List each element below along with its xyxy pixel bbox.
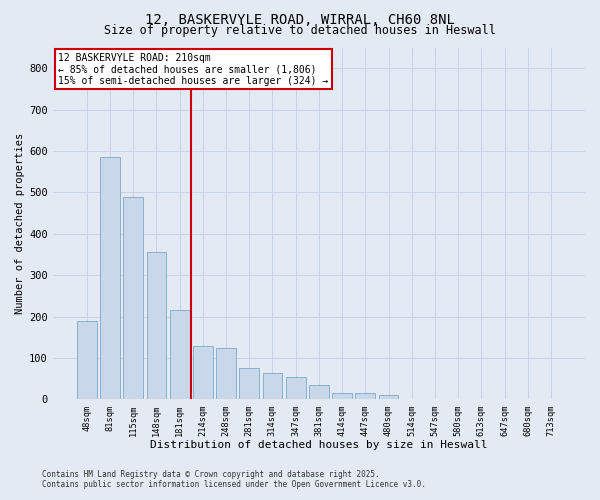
- Bar: [170, 310, 190, 400]
- Text: 12, BASKERVYLE ROAD, WIRRAL, CH60 8NL: 12, BASKERVYLE ROAD, WIRRAL, CH60 8NL: [145, 12, 455, 26]
- Text: Contains HM Land Registry data © Crown copyright and database right 2025.
Contai: Contains HM Land Registry data © Crown c…: [42, 470, 426, 489]
- Bar: [379, 396, 398, 400]
- Bar: [146, 252, 166, 400]
- Bar: [263, 372, 283, 400]
- Bar: [309, 385, 329, 400]
- Bar: [124, 196, 143, 400]
- Bar: [100, 157, 120, 400]
- Bar: [286, 376, 305, 400]
- Bar: [355, 394, 375, 400]
- Text: 12 BASKERVYLE ROAD: 210sqm
← 85% of detached houses are smaller (1,806)
15% of s: 12 BASKERVYLE ROAD: 210sqm ← 85% of deta…: [58, 53, 328, 86]
- Bar: [332, 394, 352, 400]
- Bar: [216, 348, 236, 400]
- Text: Size of property relative to detached houses in Heswall: Size of property relative to detached ho…: [104, 24, 496, 37]
- Y-axis label: Number of detached properties: Number of detached properties: [15, 133, 25, 314]
- Bar: [239, 368, 259, 400]
- Bar: [193, 346, 213, 400]
- Bar: [77, 321, 97, 400]
- X-axis label: Distribution of detached houses by size in Heswall: Distribution of detached houses by size …: [150, 440, 488, 450]
